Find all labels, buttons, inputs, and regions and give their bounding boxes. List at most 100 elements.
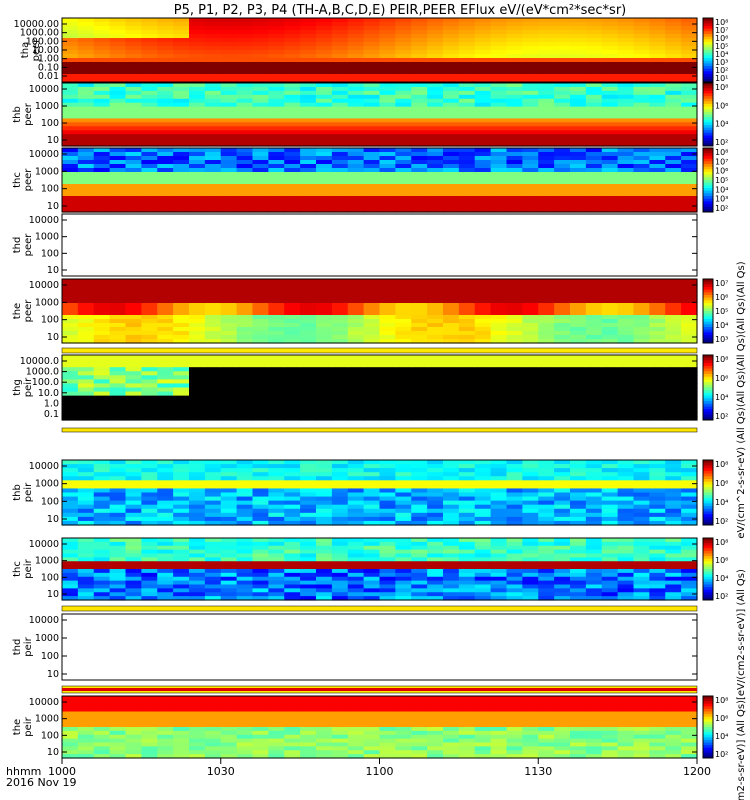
heatmap-cell: [252, 42, 269, 47]
heatmap-cell: [189, 715, 206, 720]
heatmap-cell: [379, 359, 396, 364]
heatmap-cell: [331, 287, 349, 292]
heatmap-cell: [141, 58, 158, 63]
heatmap-cell: [617, 403, 635, 409]
heatmap-cell: [379, 192, 396, 197]
heatmap-cell: [554, 118, 571, 123]
heatmap-cell: [189, 584, 206, 589]
heatmap-cell: [125, 480, 142, 485]
heatmap-cell: [649, 339, 666, 344]
y-tick-label: 100: [41, 572, 59, 583]
heatmap-cell: [268, 26, 285, 31]
heatmap-cell: [173, 383, 190, 389]
heatmap-cell: [157, 484, 174, 490]
heatmap-cell: [77, 512, 95, 518]
heatmap-cell: [458, 355, 476, 360]
heatmap-cell: [458, 138, 476, 143]
colorbar-swatch: [703, 26, 713, 30]
y-tick-label: 10000: [29, 149, 59, 160]
heatmap-cell: [93, 379, 111, 385]
heatmap-cell: [379, 118, 396, 123]
heatmap-cell: [665, 379, 682, 385]
heatmap-cell: [585, 94, 603, 100]
heatmap-cell: [633, 545, 650, 551]
heatmap-cell: [681, 118, 698, 123]
heatmap-cell: [347, 592, 365, 597]
heatmap-cell: [363, 130, 381, 135]
heatmap-cell: [633, 204, 650, 209]
heatmap-cell: [506, 387, 523, 393]
heatmap-cell: [141, 504, 158, 510]
heatmap-cell: [474, 62, 492, 67]
heatmap-cell: [490, 106, 508, 112]
heatmap-cell: [236, 538, 254, 543]
heatmap-cell: [506, 204, 523, 209]
heatmap-cell: [633, 367, 650, 372]
colorbar-swatch: [703, 174, 713, 178]
heatmap-cell: [141, 18, 158, 23]
heatmap-cell: [490, 496, 508, 502]
heatmap-cell: [62, 42, 79, 47]
colorbar-tick-label: 10³: [715, 58, 728, 67]
heatmap-cell: [427, 572, 444, 578]
heatmap-cell: [284, 106, 301, 112]
heatmap-cell: [617, 565, 635, 570]
heatmap-cell: [427, 545, 444, 551]
heatmap-cell: [554, 110, 571, 116]
heatmap-cell: [665, 484, 682, 490]
heatmap-cell: [633, 134, 650, 139]
heatmap-cell: [427, 399, 444, 405]
heatmap-cell: [506, 295, 523, 300]
heatmap-cell: [633, 549, 650, 555]
heatmap-cell: [173, 319, 190, 324]
heatmap-cell: [665, 34, 682, 39]
heatmap-cell: [204, 307, 222, 312]
heatmap-cell: [617, 46, 635, 51]
heatmap-cell: [157, 283, 174, 288]
heatmap-cell: [316, 287, 333, 292]
heatmap-cell: [331, 58, 349, 63]
heatmap-cell: [62, 472, 79, 477]
heatmap-cell: [316, 130, 333, 135]
heatmap-cell: [347, 130, 365, 135]
heatmap-cell: [347, 500, 365, 506]
heatmap-cell: [633, 38, 650, 43]
heatmap-cell: [236, 323, 254, 328]
heatmap-cell: [554, 355, 571, 360]
heatmap-cell: [252, 504, 269, 510]
heatmap-cell: [585, 283, 603, 288]
heatmap-cell: [236, 299, 254, 304]
heatmap-cell: [157, 66, 174, 71]
heatmap-cell: [649, 114, 666, 120]
heatmap-cell: [268, 379, 285, 385]
heatmap-cell: [443, 204, 460, 209]
heatmap-cell: [173, 168, 190, 173]
heatmap-cell: [109, 742, 127, 747]
heatmap-cell: [411, 387, 428, 393]
heatmap-cell: [427, 126, 444, 131]
heatmap-cell: [363, 395, 381, 401]
heatmap-cell: [601, 520, 619, 526]
heatmap-cell: [506, 335, 523, 340]
heatmap-cell: [93, 355, 111, 360]
heatmap-cell: [173, 138, 190, 143]
heatmap-cell: [268, 22, 285, 27]
heatmap-cell: [173, 299, 190, 304]
heatmap-cell: [585, 58, 603, 63]
heatmap-cell: [252, 496, 269, 502]
heatmap-cell: [506, 291, 523, 296]
heatmap-cell: [649, 323, 666, 328]
heatmap-cell: [347, 476, 365, 481]
heatmap-cell: [427, 164, 444, 169]
heatmap-cell: [490, 339, 508, 344]
heatmap-cell: [141, 78, 158, 83]
heatmap-cell: [331, 22, 349, 27]
heatmap-cell: [62, 516, 79, 522]
heatmap-cell: [395, 569, 412, 574]
heatmap-cell: [538, 596, 555, 601]
heatmap-cell: [681, 480, 698, 485]
heatmap-cell: [458, 520, 476, 526]
colorbar-swatch: [703, 376, 713, 380]
heatmap-cell: [347, 508, 365, 514]
colorbar-swatch: [703, 489, 713, 493]
